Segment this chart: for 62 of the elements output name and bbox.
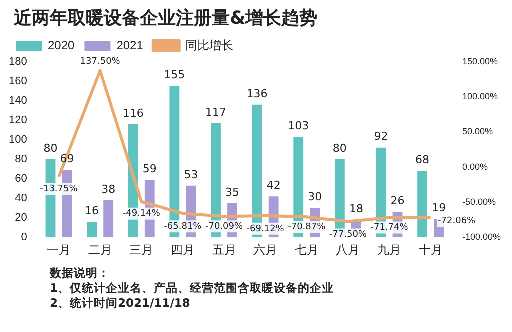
- data-label: 53: [184, 168, 198, 182]
- y-tick-label: 0: [21, 232, 28, 244]
- y-tick-label: 140: [8, 95, 28, 108]
- data-label: 117: [205, 106, 226, 119]
- legend-label: 2020: [48, 38, 76, 52]
- data-label: 59: [142, 162, 157, 176]
- x-tick-label: 九月: [378, 243, 402, 258]
- data-label: 92: [374, 130, 388, 144]
- data-label: 68: [416, 154, 430, 167]
- data-label: -70.87%: [288, 222, 326, 232]
- x-tick-label: 一月: [47, 243, 72, 258]
- chart-title: 近两年取暖设备企业注册量&增长趋势: [14, 7, 318, 30]
- y2-tick-label: 150.00%: [462, 56, 498, 66]
- legend-label: 同比增长: [185, 38, 234, 52]
- data-label: -49.14%: [122, 209, 161, 220]
- data-label: 18: [349, 202, 364, 216]
- y-tick-label: 180: [8, 56, 28, 68]
- data-label: 137.50%: [80, 57, 121, 68]
- x-tick-label: 十月: [418, 243, 443, 258]
- data-label: -13.75%: [40, 184, 78, 194]
- y2-tick-label: -100.00%: [462, 232, 502, 242]
- data-label: -77.50%: [329, 230, 368, 240]
- data-label: 16: [85, 204, 100, 218]
- text: 1、仅统计企业名、产品、经营范围含取暖设备的企业: [50, 281, 334, 296]
- text: 2、统计时间2021/11/18: [50, 296, 192, 311]
- data-label: -65.81%: [164, 222, 202, 232]
- y-tick-label: 20: [15, 212, 28, 224]
- data-label: 19: [432, 201, 446, 214]
- y-tick-label: 80: [15, 154, 28, 166]
- x-tick-label: 八月: [336, 243, 360, 258]
- x-tick-label: 五月: [212, 243, 236, 258]
- data-label: -69.12%: [246, 224, 285, 234]
- y2-tick-label: 100.00%: [462, 92, 498, 102]
- y-tick-label: 160: [8, 76, 28, 88]
- data-label: 103: [288, 119, 310, 132]
- data-label: 30: [308, 190, 322, 204]
- y-tick-label: 60: [15, 173, 28, 186]
- x-tick-label: 六月: [254, 243, 278, 258]
- text: 数据说明：: [50, 266, 111, 281]
- data-label: 136: [246, 87, 268, 100]
- y-tick-label: 120: [8, 114, 28, 127]
- x-tick-label: 二月: [88, 243, 112, 258]
- x-tick-label: 七月: [294, 243, 319, 258]
- x-tick-label: 四月: [170, 243, 195, 258]
- legend-label: 2021: [116, 38, 144, 52]
- data-label: 155: [164, 68, 186, 82]
- data-label: 116: [122, 106, 144, 120]
- y2-tick-label: 50.00%: [462, 126, 494, 137]
- data-label: -72.06%: [438, 216, 476, 226]
- data-label: -70.09%: [205, 222, 244, 232]
- data-label: 42: [266, 178, 281, 192]
- data-label: 80: [44, 142, 58, 155]
- y2-tick-label: -50.00%: [462, 196, 496, 207]
- data-label: 35: [226, 186, 240, 199]
- data-label: -71.74%: [370, 223, 409, 234]
- y2-tick-label: 0.00%: [462, 162, 488, 172]
- data-label: 26: [390, 194, 405, 208]
- y-tick-label: 40: [15, 192, 28, 205]
- x-tick-label: 三月: [130, 243, 154, 258]
- data-label: 38: [102, 182, 116, 196]
- data-label: 80: [332, 142, 347, 155]
- y-tick-label: 100: [8, 134, 28, 146]
